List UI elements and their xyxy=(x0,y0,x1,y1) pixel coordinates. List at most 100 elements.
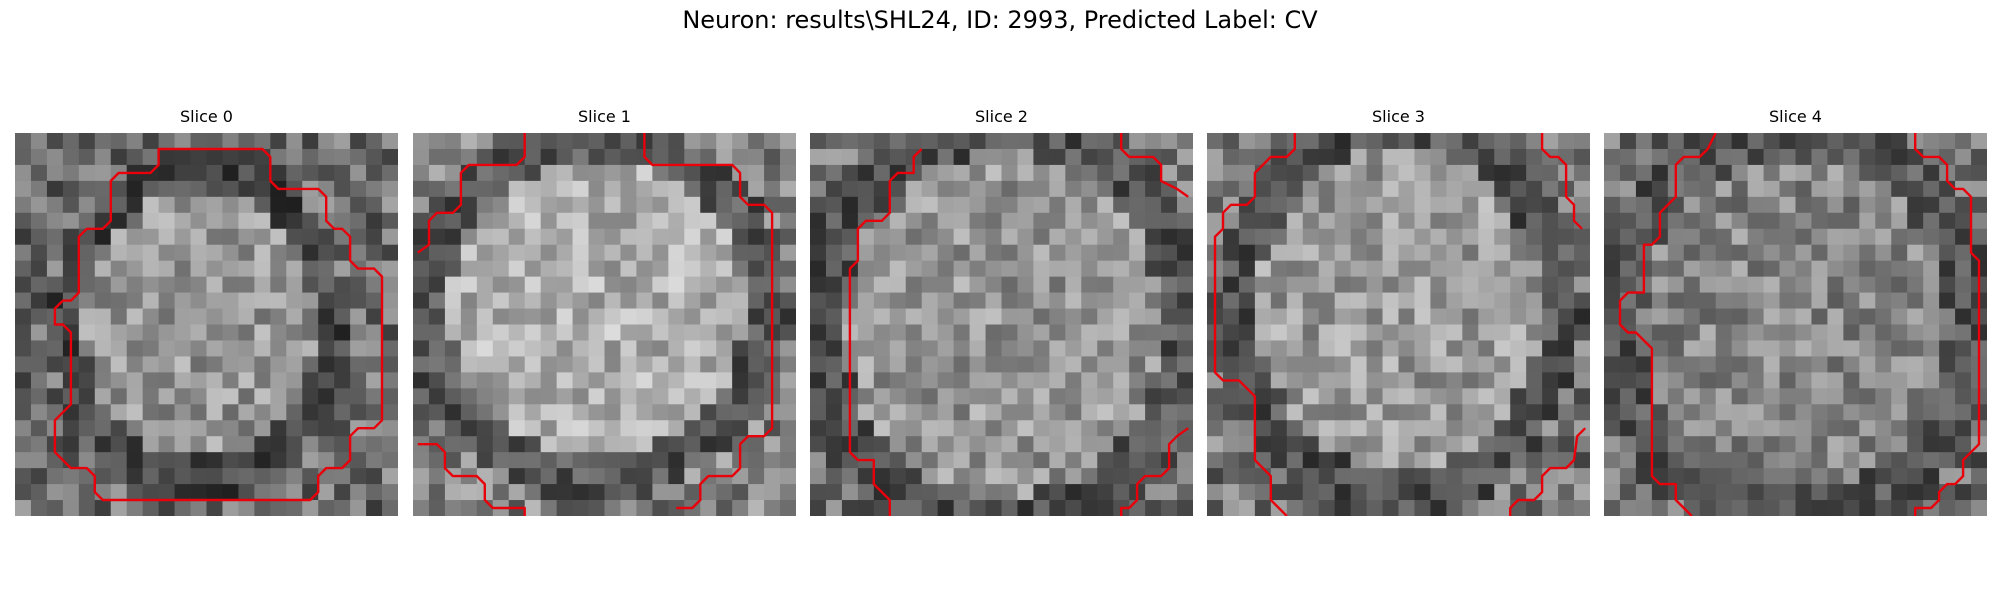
pixel-cell xyxy=(1574,372,1590,389)
pixel-cell xyxy=(921,452,939,469)
pixel-cell xyxy=(1081,388,1098,405)
pixel-cell xyxy=(668,276,685,293)
pixel-cell xyxy=(1558,356,1575,373)
pixel-cell xyxy=(1795,292,1812,309)
pixel-cell xyxy=(1065,244,1082,262)
pixel-cell xyxy=(1939,148,1956,166)
pixel-cell xyxy=(1017,164,1034,182)
pixel-cell xyxy=(857,244,875,262)
pixel-cell xyxy=(1462,212,1479,230)
pixel-cell xyxy=(1763,228,1780,246)
pixel-cell xyxy=(1398,356,1415,373)
pixel-cell xyxy=(1081,276,1098,293)
pixel-cell xyxy=(30,356,48,373)
pixel-cell xyxy=(206,500,223,516)
pixel-cell xyxy=(732,372,749,389)
pixel-cell xyxy=(652,484,669,501)
pixel-cell xyxy=(1494,484,1511,501)
pixel-cell xyxy=(1033,452,1050,469)
pixel-cell xyxy=(1430,388,1447,405)
pixel-cell xyxy=(700,404,717,421)
pixel-cell xyxy=(604,484,621,501)
pixel-cell xyxy=(1238,212,1256,230)
pixel-cell xyxy=(1145,292,1162,309)
pixel-cell xyxy=(1177,292,1193,309)
pixel-cell xyxy=(1955,292,1972,309)
pixel-cell xyxy=(206,356,223,373)
pixel-cell xyxy=(1145,356,1162,373)
pixel-cell xyxy=(1510,164,1527,182)
pixel-cell xyxy=(857,340,875,357)
pixel-cell xyxy=(873,324,891,341)
pixel-cell xyxy=(825,228,843,246)
pixel-cell xyxy=(94,228,112,246)
pixel-cell xyxy=(1462,292,1479,309)
pixel-cell xyxy=(286,244,303,262)
pixel-cell xyxy=(460,500,478,516)
pixel-cell xyxy=(1731,133,1749,150)
pixel-cell xyxy=(1177,436,1193,453)
pixel-cell xyxy=(1462,164,1479,182)
pixel-cell xyxy=(1207,148,1224,166)
pixel-cell xyxy=(652,388,669,405)
pixel-cell xyxy=(1113,292,1130,309)
pixel-cell xyxy=(1859,196,1876,214)
pixel-cell xyxy=(238,484,255,501)
pixel-cell xyxy=(540,388,558,405)
pixel-cell xyxy=(1302,196,1320,214)
pixel-cell xyxy=(748,452,765,469)
pixel-cell xyxy=(1350,388,1367,405)
pixel-cell xyxy=(126,196,144,214)
pixel-cell xyxy=(476,308,494,325)
pixel-cell xyxy=(1001,340,1018,357)
pixel-cell xyxy=(716,148,733,166)
pixel-cell xyxy=(350,244,367,262)
pixel-cell xyxy=(382,228,398,246)
pixel-cell xyxy=(1398,484,1415,501)
pixel-cell xyxy=(588,324,605,341)
pixel-cell xyxy=(174,212,191,230)
pixel-cell xyxy=(1604,260,1621,278)
pixel-cell xyxy=(1526,228,1543,246)
pixel-cell xyxy=(969,436,986,453)
pixel-cell xyxy=(810,484,827,501)
pixel-cell xyxy=(190,436,207,453)
pixel-cell xyxy=(1923,196,1940,214)
pixel-cell xyxy=(1731,484,1749,501)
pixel-cell xyxy=(444,340,462,357)
pixel-cell xyxy=(857,420,875,437)
pixel-cell xyxy=(318,148,335,166)
pixel-cell xyxy=(1177,324,1193,341)
pixel-cell xyxy=(190,340,207,357)
pixel-cell xyxy=(1558,452,1575,469)
pixel-cell xyxy=(444,500,462,516)
pixel-cell xyxy=(636,212,653,230)
pixel-cell xyxy=(985,324,1002,341)
pixel-cell xyxy=(1097,372,1114,389)
pixel-cell xyxy=(1398,133,1415,150)
pixel-cell xyxy=(110,133,128,150)
pixel-cell xyxy=(492,244,510,262)
pixel-cell xyxy=(540,324,558,341)
pixel-cell xyxy=(1558,308,1575,325)
pixel-cell xyxy=(921,228,939,246)
pixel-cell xyxy=(1366,276,1383,293)
pixel-cell xyxy=(604,308,621,325)
pixel-cell xyxy=(636,468,653,485)
pixel-cell xyxy=(1049,148,1066,166)
pixel-cell xyxy=(460,148,478,166)
pixel-cell xyxy=(604,436,621,453)
pixel-cell xyxy=(1033,196,1050,214)
pixel-cell xyxy=(1859,276,1876,293)
pixel-cell xyxy=(668,372,685,389)
pixel-cell xyxy=(1161,212,1178,230)
pixel-cell xyxy=(969,180,986,198)
pixel-cell xyxy=(286,356,303,373)
pixel-cell xyxy=(1238,404,1256,421)
pixel-cell xyxy=(620,468,637,485)
pixel-cell xyxy=(1398,292,1415,309)
pixel-cell xyxy=(857,196,875,214)
pixel-cell xyxy=(1542,356,1559,373)
pixel-cell xyxy=(572,308,589,325)
pixel-cell xyxy=(1097,404,1114,421)
